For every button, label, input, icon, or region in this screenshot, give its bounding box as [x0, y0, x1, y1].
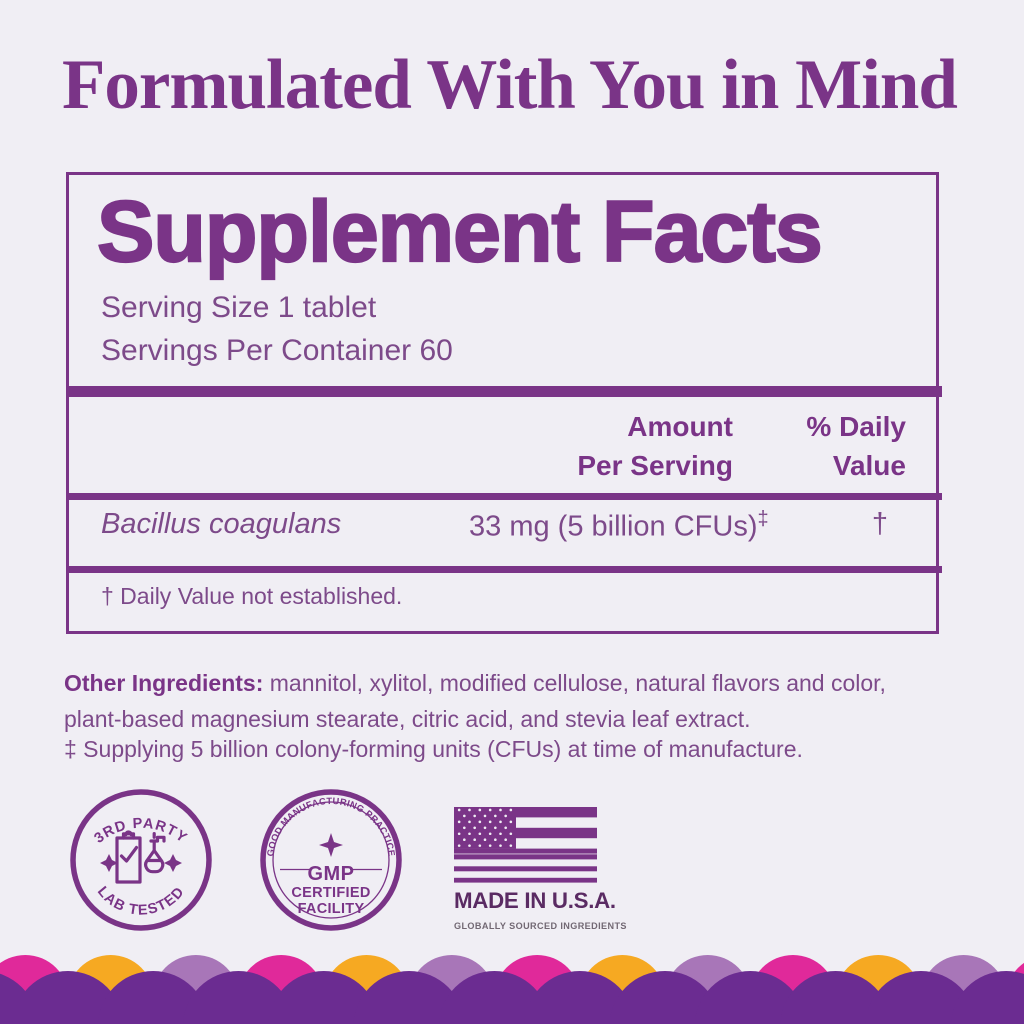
svg-text:FACILITY: FACILITY	[298, 901, 365, 917]
svg-text:LAB TESTED: LAB TESTED	[94, 884, 188, 919]
svg-text:CERTIFIED: CERTIFIED	[291, 885, 370, 901]
svg-text:GMP: GMP	[307, 863, 354, 885]
